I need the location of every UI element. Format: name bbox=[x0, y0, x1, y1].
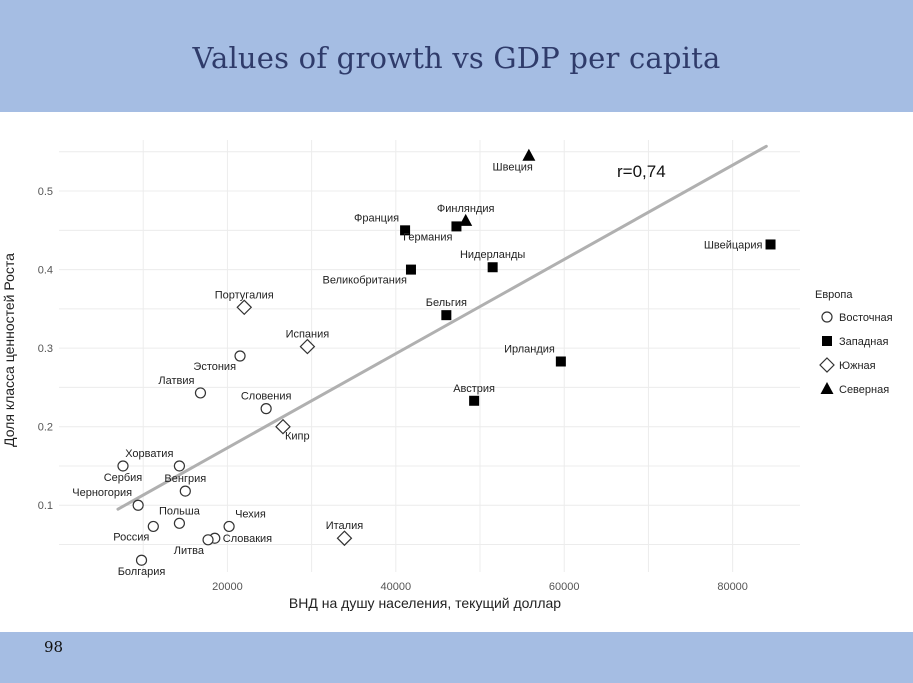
data-point bbox=[147, 520, 159, 533]
data-point bbox=[202, 534, 214, 546]
legend-marker bbox=[822, 336, 832, 346]
data-point bbox=[336, 530, 353, 547]
point-label: Нидерланды bbox=[460, 249, 525, 261]
title-band: Values of growth vs GDP per capita bbox=[0, 0, 913, 112]
point-label: Сербия bbox=[104, 472, 143, 484]
y-tick-label: 0.3 bbox=[38, 343, 53, 355]
data-point bbox=[765, 239, 776, 250]
data-point bbox=[459, 213, 473, 226]
data-point bbox=[135, 554, 148, 566]
y-tick-label: 0.4 bbox=[38, 265, 53, 277]
legend-marker bbox=[819, 357, 835, 373]
correlation-annotation: r=0,74 bbox=[617, 162, 666, 181]
legend-title: Европа bbox=[815, 289, 853, 301]
footer-band bbox=[0, 632, 913, 683]
scatter-chart: 20000 40000 60000 80000 0.1 0.2 0.3 0.4 0.5 Швец… bbox=[1, 140, 893, 611]
x-tick-label: 40000 bbox=[381, 581, 412, 593]
data-point bbox=[451, 221, 462, 232]
point-label: Швейцария bbox=[704, 239, 763, 251]
y-tick-label: 0.2 bbox=[38, 422, 53, 434]
data-point bbox=[194, 387, 207, 399]
point-label: Ирландия bbox=[504, 343, 555, 355]
y-axis-label: Доля класса ценностей Роста bbox=[1, 253, 17, 447]
data-point bbox=[173, 460, 186, 472]
axes: 20000 40000 60000 80000 0.1 0.2 0.3 0.4 0.5 bbox=[38, 186, 748, 593]
point-label: Хорватия bbox=[125, 448, 173, 460]
data-point bbox=[117, 460, 129, 472]
point-label: Италия bbox=[326, 520, 364, 532]
point-label: Финляндия bbox=[437, 203, 495, 215]
legend-marker bbox=[820, 382, 834, 394]
point-label: Литва bbox=[174, 545, 205, 557]
page-number: 98 bbox=[44, 638, 64, 656]
legend-label: Северная bbox=[839, 384, 889, 396]
trend-line-layer bbox=[116, 144, 768, 511]
data-point bbox=[179, 485, 191, 497]
point-label: Португалия bbox=[215, 289, 274, 301]
x-tick-label: 60000 bbox=[549, 581, 580, 593]
data-point bbox=[405, 264, 416, 275]
point-label: Австрия bbox=[453, 383, 495, 395]
point-label: Швеция bbox=[493, 162, 533, 174]
point-label: Германия bbox=[403, 231, 452, 243]
data-point bbox=[173, 517, 186, 529]
plot-area: 20000 40000 60000 80000 0.1 0.2 0.3 0.4 0.5 Швец… bbox=[0, 112, 913, 632]
data-point bbox=[441, 310, 452, 321]
y-tick-label: 0.5 bbox=[38, 186, 53, 198]
point-label: Россия bbox=[113, 531, 149, 543]
data-point bbox=[555, 356, 566, 367]
data-points bbox=[117, 148, 776, 566]
point-labels: Швеция Франция Германия Финляндия Швейцария Н… bbox=[72, 162, 762, 579]
data-point bbox=[234, 350, 246, 362]
legend-marker bbox=[821, 311, 833, 323]
point-label: Кипр bbox=[285, 431, 310, 443]
data-point bbox=[260, 403, 272, 415]
data-point bbox=[400, 225, 411, 236]
point-label: Бельгия bbox=[426, 297, 467, 309]
point-label: Словения bbox=[241, 391, 292, 403]
legend-label: Западная bbox=[839, 336, 888, 348]
point-label: Венгрия bbox=[164, 473, 206, 485]
data-point bbox=[236, 299, 253, 316]
trend-line bbox=[116, 144, 768, 511]
legend: Европа Восточная Западная Южная Северная bbox=[815, 289, 893, 396]
data-point bbox=[299, 338, 316, 355]
data-point bbox=[223, 520, 235, 533]
point-label: Франция bbox=[354, 212, 399, 224]
data-point bbox=[487, 262, 498, 273]
point-label: Польша bbox=[159, 505, 201, 517]
data-point bbox=[522, 148, 536, 161]
point-label: Эстония bbox=[193, 361, 236, 373]
data-point bbox=[275, 418, 291, 435]
y-tick-label: 0.1 bbox=[38, 500, 53, 512]
x-axis-label: ВНД на душу населения, текущий доллар bbox=[289, 595, 561, 611]
data-point bbox=[469, 395, 480, 406]
data-point bbox=[132, 499, 144, 511]
point-label: Словакия bbox=[223, 533, 272, 545]
point-label: Болгария bbox=[118, 566, 166, 578]
point-label: Черногория bbox=[72, 487, 132, 499]
point-label: Испания bbox=[286, 329, 330, 341]
point-label: Латвия bbox=[158, 375, 194, 387]
legend-label: Южная bbox=[839, 360, 876, 372]
x-tick-label: 80000 bbox=[717, 581, 748, 593]
point-label: Великобритания bbox=[322, 275, 407, 287]
point-label: Чехия bbox=[235, 508, 266, 520]
legend-label: Восточная bbox=[839, 312, 893, 324]
slide-title: Values of growth vs GDP per capita bbox=[192, 41, 721, 75]
x-tick-label: 20000 bbox=[212, 581, 243, 593]
